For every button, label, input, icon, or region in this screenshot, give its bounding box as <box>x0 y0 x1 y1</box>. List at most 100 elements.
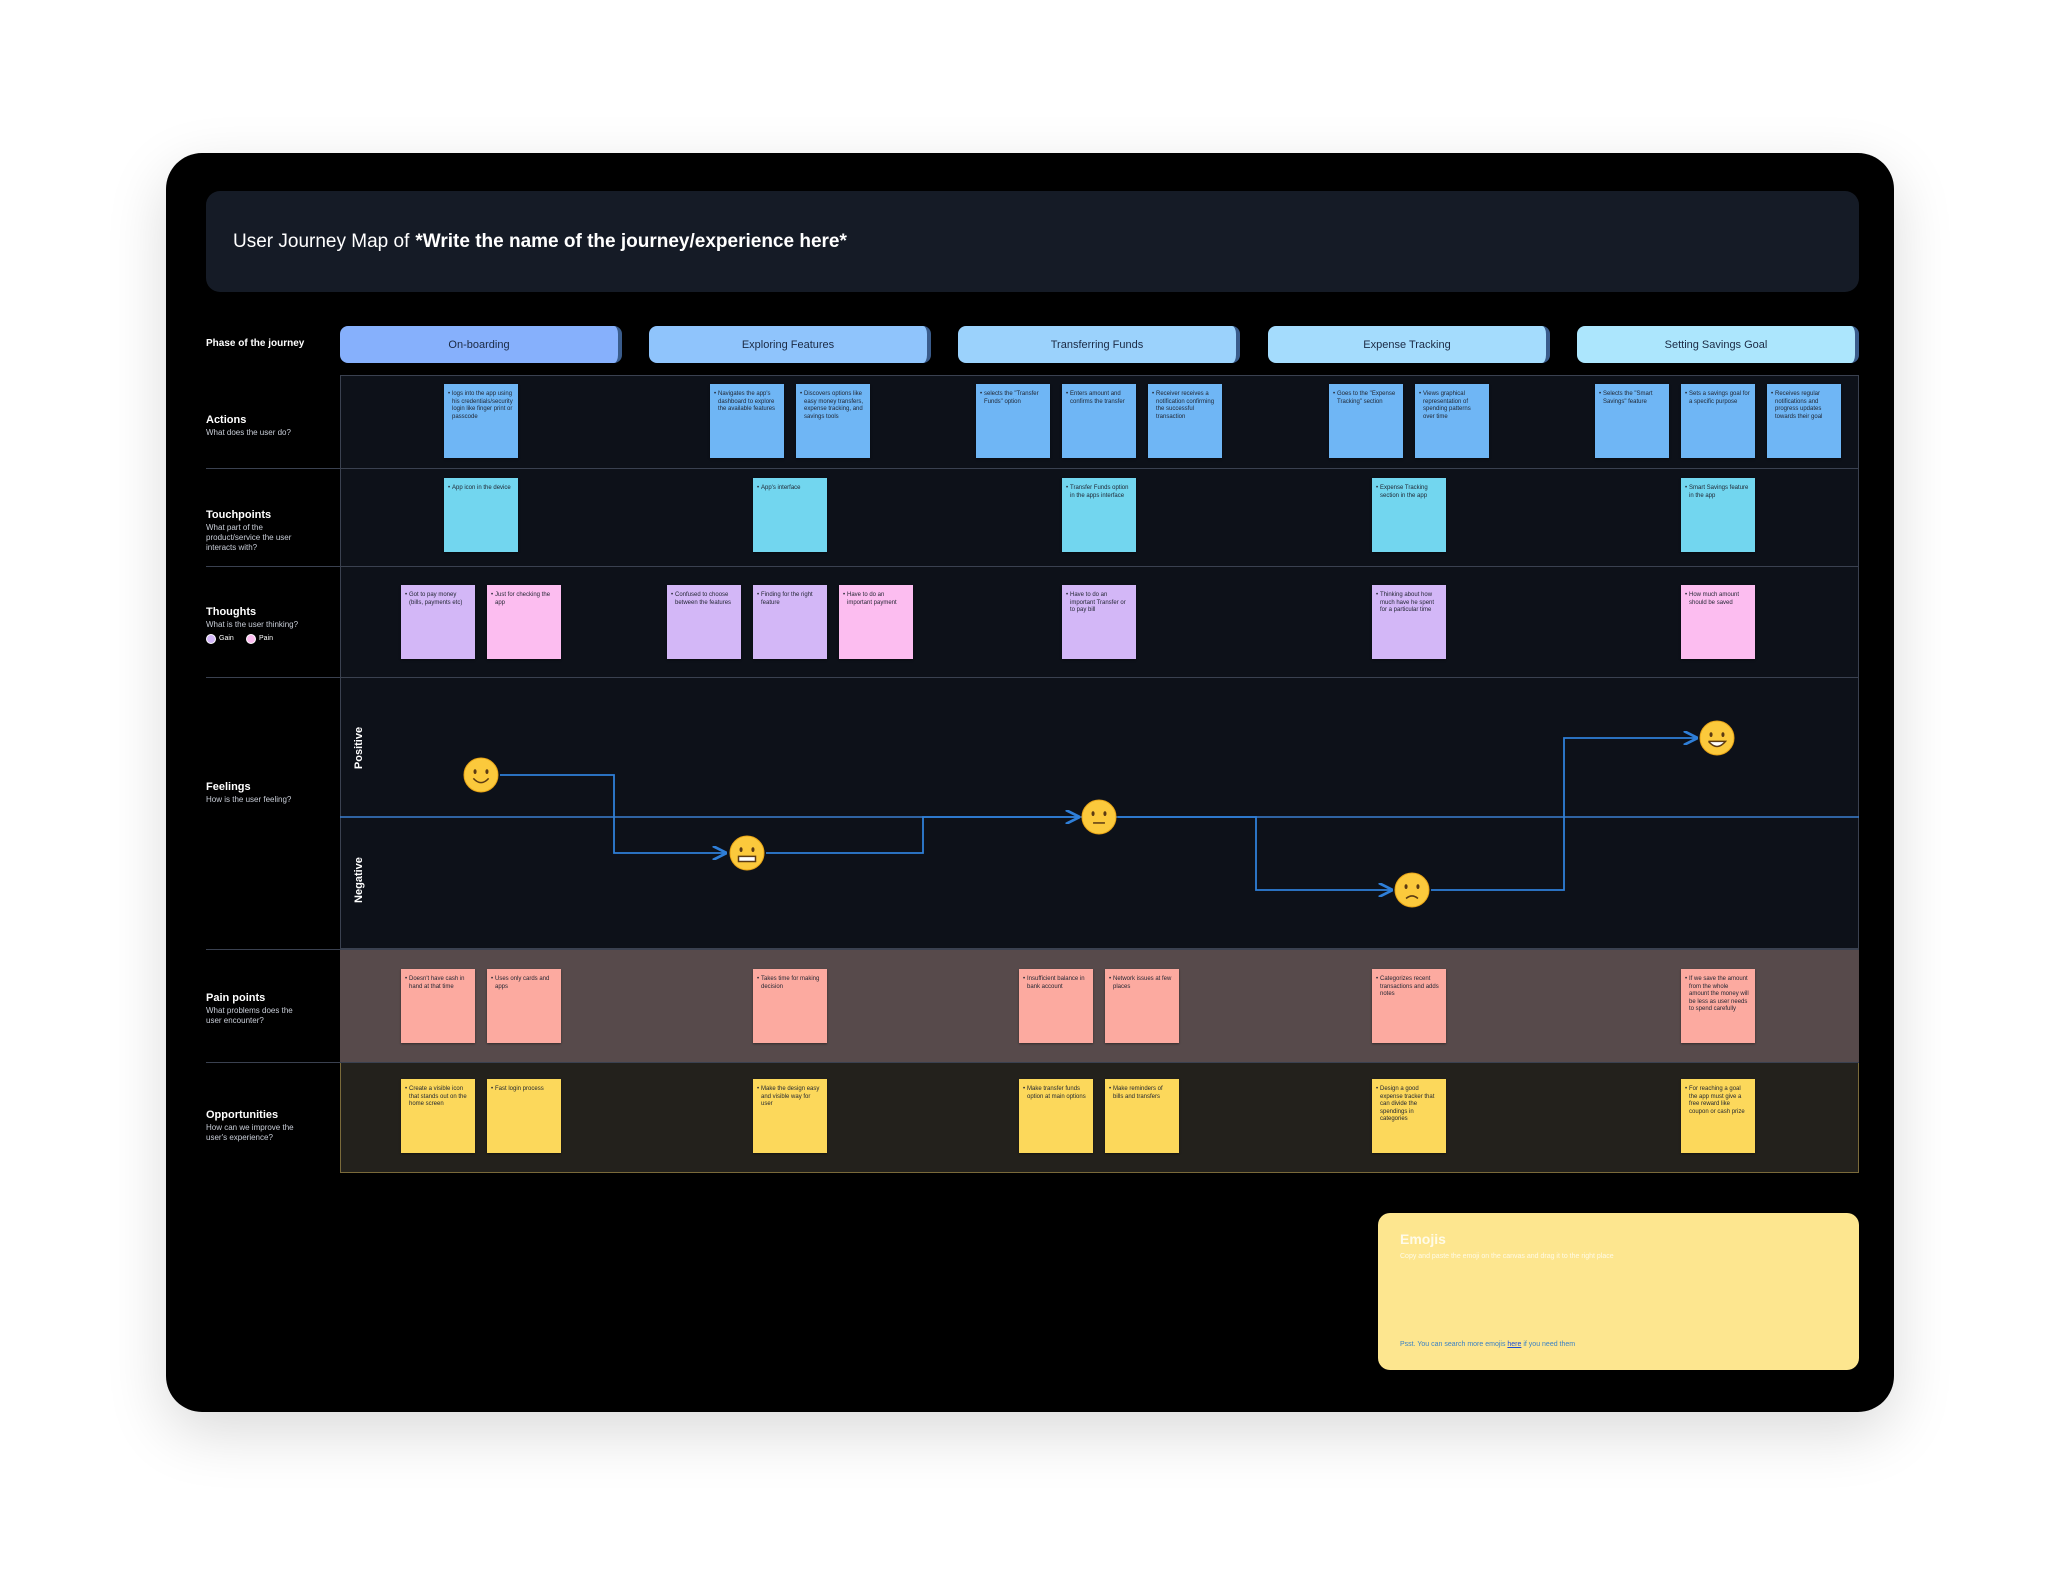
sticky-note: Design a good expense tracker that can d… <box>1372 1079 1446 1153</box>
grid-area <box>340 375 1859 949</box>
sticky-note: Uses only cards and apps <box>487 969 561 1043</box>
sticky-note: Make reminders of bills and transfers <box>1105 1079 1179 1153</box>
row-subtitle: How is the user feeling? <box>206 795 292 804</box>
feeling-connector <box>1118 816 1391 890</box>
emoji-mouth <box>1707 740 1728 748</box>
row-title: Pain points <box>206 992 266 1004</box>
sticky-note: Views graphical representation of spendi… <box>1415 384 1489 458</box>
emoji-face <box>1081 799 1117 835</box>
emoji-face <box>1699 720 1735 756</box>
emoji-mouth <box>737 855 757 863</box>
sticky-note: selects the "Transfer Funds" option <box>976 384 1050 458</box>
sticky-note: Receives regular notifications and progr… <box>1767 384 1841 458</box>
note-text: Psst. You can search more emojis <box>1400 1341 1508 1348</box>
legend-label: Pain <box>259 635 274 642</box>
emoji <box>1081 799 1117 835</box>
panel-title: Emojis <box>1400 1231 1446 1247</box>
sticky-note: If we save the amount from the whole amo… <box>1681 969 1755 1043</box>
sticky-note: Make transfer funds option at main optio… <box>1019 1079 1093 1153</box>
phase: Expense Tracking <box>1268 326 1550 363</box>
sticky-note: Takes time for making decision <box>753 969 827 1043</box>
sticky-note: Thinking about how much have he spent fo… <box>1372 585 1446 659</box>
sticky-note: Transfer Funds option in the apps interf… <box>1062 478 1136 552</box>
panel-subtitle: Copy and paste the emoji on the canvas a… <box>1400 1253 1614 1260</box>
sticky-note: For reaching a goal the app must give a … <box>1681 1079 1755 1153</box>
legend-dot <box>246 634 256 644</box>
sticky-note: Got to pay money (bills, payments etc) <box>401 585 475 659</box>
legend-label: Gain <box>219 635 234 642</box>
emoji <box>729 835 765 871</box>
sticky-note: How much amount should be saved <box>1681 585 1755 659</box>
positive-label: Positive <box>353 727 365 769</box>
row-separator <box>206 949 1859 950</box>
emoji-eye <box>1404 884 1408 889</box>
row-subtitle: What problems does the user encounter? <box>206 1006 293 1025</box>
sticky-note: Have to do an important Transfer or to p… <box>1062 585 1136 659</box>
sticky-note: Receiver receives a notification confirm… <box>1148 384 1222 458</box>
emoji-eye <box>1709 732 1713 737</box>
row-title: Actions <box>206 414 247 426</box>
sticky-note: Categorizes recent transactions and adds… <box>1372 969 1446 1043</box>
sticky-note: Create a visible icon that stands out on… <box>401 1079 475 1153</box>
sticky-note: Expense Tracking section in the app <box>1372 478 1446 552</box>
phase: Transferring Funds <box>958 326 1240 363</box>
row-title: Feelings <box>206 781 251 793</box>
phase: Exploring Features <box>649 326 931 363</box>
emoji-mouth <box>1405 895 1419 900</box>
sticky-note: Doesn't have cash in hand at that time <box>401 969 475 1043</box>
feeling-connector <box>500 774 725 853</box>
row-label: Phase of the journey <box>206 338 305 349</box>
sticky-note: Sets a savings goal for a specific purpo… <box>1681 384 1755 458</box>
row-separator <box>206 677 1859 678</box>
emoji-eye <box>739 847 743 852</box>
sticky-note: Confused to choose between the features <box>667 585 741 659</box>
sticky-note: Enters amount and confirms the transfer <box>1062 384 1136 458</box>
emoji-eye <box>1091 811 1095 816</box>
emoji-eye <box>751 847 755 852</box>
row-subtitle: What does the user do? <box>206 428 291 437</box>
sticky-note: Just for checking the app <box>487 585 561 659</box>
emoji <box>1699 720 1735 756</box>
row-subtitle: What part of the product/service the use… <box>206 523 292 552</box>
legend-dot <box>206 634 216 644</box>
title-placeholder: *Write the name of the journey/experienc… <box>415 230 847 252</box>
sticky-note: Goes to the "Expense Tracking" section <box>1329 384 1403 458</box>
sticky-note: Discovers options like easy money transf… <box>796 384 870 458</box>
emoji-eye <box>1103 811 1107 816</box>
emoji-face <box>729 835 765 871</box>
emoji-link[interactable]: here <box>1507 1341 1522 1348</box>
pain-row-bg <box>340 949 1859 1062</box>
sticky-note: App's interface <box>753 478 827 552</box>
feeling-connector <box>766 817 1078 854</box>
sticky-note: Selects the "Smart Savings" feature <box>1595 384 1669 458</box>
row-subtitle: How can we improve the user's experience… <box>206 1123 294 1142</box>
emoji-eye <box>473 769 477 774</box>
sticky-note: Navigates the app's dashboard to explore… <box>710 384 784 458</box>
sticky-note: logs into the app using his credentials/… <box>444 384 518 458</box>
emoji <box>1394 872 1430 908</box>
row-separator <box>206 1062 1859 1063</box>
row-separator <box>206 566 1859 567</box>
row-title: Thoughts <box>206 606 257 618</box>
panel-note: Psst. You can search more emojis here if… <box>1400 1341 1575 1348</box>
sticky-note: Finding for the right feature <box>753 585 827 659</box>
emoji-face <box>1394 872 1430 908</box>
row-separator <box>206 468 1859 469</box>
emoji-eye <box>1721 732 1725 737</box>
row-title: Opportunities <box>206 1109 279 1121</box>
negative-label: Negative <box>353 857 365 903</box>
phase: Setting Savings Goal <box>1577 326 1859 363</box>
emoji-panel: Emojis Copy and paste the emoji on the c… <box>1378 1213 1859 1370</box>
sticky-note: Smart Savings feature in the app <box>1681 478 1755 552</box>
sticky-note: Make the design easy and visible way for… <box>753 1079 827 1153</box>
sticky-note: Fast login process <box>487 1079 561 1153</box>
sticky-note: Network issues at few places <box>1105 969 1179 1043</box>
row-title: Touchpoints <box>206 509 272 521</box>
note-text: if you need them <box>1521 1341 1576 1348</box>
opportunity-row-bg <box>340 1062 1859 1173</box>
phase: On-boarding <box>340 326 622 363</box>
emoji-eye <box>1416 884 1420 889</box>
row-subtitle: What is the user thinking? <box>206 620 299 629</box>
sticky-note: Insufficient balance in bank account <box>1019 969 1093 1043</box>
